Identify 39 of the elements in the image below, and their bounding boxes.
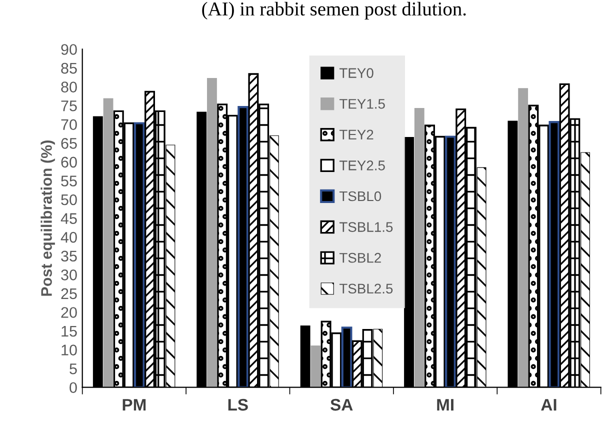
y-tick-label: 20	[61, 307, 77, 318]
legend-label: TSBL0	[339, 191, 382, 202]
legend-label: TEY2.5	[339, 160, 385, 170]
y-tick-label: 60	[61, 156, 77, 168]
y-tick-label: 40	[60, 232, 77, 243]
y-tick-label: 10	[62, 344, 77, 356]
x-tick-label: SA	[330, 398, 353, 411]
bar	[103, 98, 114, 388]
x-tick-label: LS	[228, 398, 248, 411]
y-tick-label: 25	[61, 288, 77, 300]
chart-title: (AI) in rabbit semen post dilution.	[202, 2, 466, 20]
legend-label: TEY2	[339, 130, 374, 140]
bar	[414, 108, 424, 388]
x-tick-label: PM	[122, 399, 146, 411]
legend-label: TEY1.5	[339, 99, 385, 109]
y-tick-label: 5	[70, 364, 77, 374]
y-tick-label: 55	[61, 176, 77, 186]
y-axis-title: Post equilibration (%)	[40, 140, 55, 296]
x-tick-label: MI	[437, 399, 454, 411]
bar	[518, 88, 528, 388]
y-tick-label: 70	[61, 119, 77, 130]
bar	[207, 78, 217, 388]
y-tick-label: 35	[61, 250, 77, 262]
y-tick-label: 30	[61, 270, 77, 280]
y-tick-label: 80	[61, 82, 77, 92]
legend-label: TSBL1.5	[339, 222, 393, 232]
legend-label: TSBL2.5	[339, 284, 393, 294]
y-tick-label: 15	[62, 326, 77, 337]
legend-label: TSBL2	[339, 252, 381, 263]
y-tick-label: 0	[70, 382, 77, 394]
x-tick-label: AI	[541, 399, 556, 411]
y-tick-label: 85	[61, 62, 77, 74]
bar	[310, 345, 321, 388]
legend-label: TEY0	[339, 68, 374, 78]
y-tick-label: 50	[61, 194, 77, 206]
y-tick-label: 65	[61, 138, 77, 149]
y-tick-label: 90	[61, 44, 77, 55]
y-tick-label: 75	[61, 100, 77, 112]
y-tick-label: 45	[60, 213, 77, 224]
